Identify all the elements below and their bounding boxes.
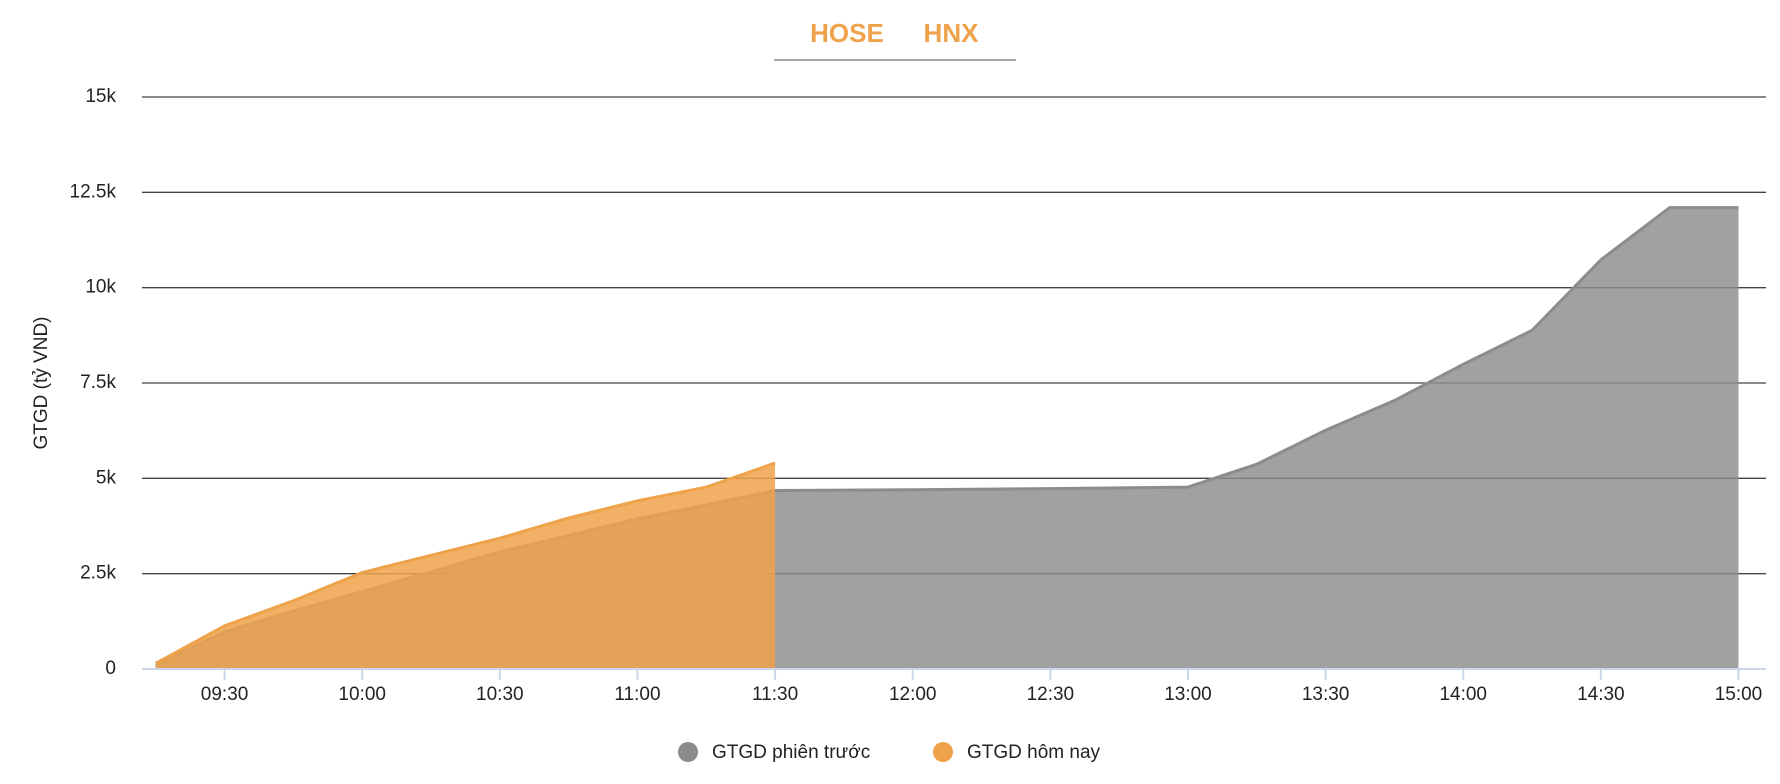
y-tick-label: 2.5k — [80, 563, 116, 584]
y-tick-label: 10k — [85, 277, 116, 298]
legend-marker — [678, 742, 698, 762]
x-tick-label: 14:30 — [1577, 684, 1625, 705]
x-tick-label: 09:30 — [201, 684, 249, 705]
x-tick-label: 10:30 — [476, 684, 524, 705]
tab[interactable]: HOSE — [810, 18, 884, 48]
y-tick-label: 12.5k — [70, 181, 117, 202]
y-tick-label: 7.5k — [80, 372, 116, 393]
legend-marker — [933, 742, 953, 762]
y-tick-label: 0 — [105, 658, 116, 679]
x-tick-label: 13:00 — [1164, 684, 1212, 705]
legend-label: GTGD phiên trước — [712, 742, 870, 763]
x-tick-label: 11:30 — [752, 684, 798, 705]
x-tick-label: 12:00 — [889, 684, 937, 705]
y-axis-title: GTGD (tỷ VND) — [31, 317, 52, 450]
x-tick-label: 14:00 — [1439, 684, 1487, 705]
x-tick-label: 13:30 — [1302, 684, 1350, 705]
legend-label: GTGD hôm nay — [967, 742, 1101, 763]
tab[interactable]: HNX — [924, 18, 980, 48]
y-tick-label: 15k — [85, 86, 116, 107]
x-tick-label: 10:00 — [338, 684, 386, 705]
x-tick-label: 12:30 — [1027, 684, 1075, 705]
area-line — [155, 461, 776, 665]
x-tick-label: 15:00 — [1715, 684, 1763, 705]
x-tick-label: 11:00 — [614, 684, 660, 705]
area-fill — [155, 463, 776, 669]
y-tick-label: 5k — [96, 467, 117, 488]
